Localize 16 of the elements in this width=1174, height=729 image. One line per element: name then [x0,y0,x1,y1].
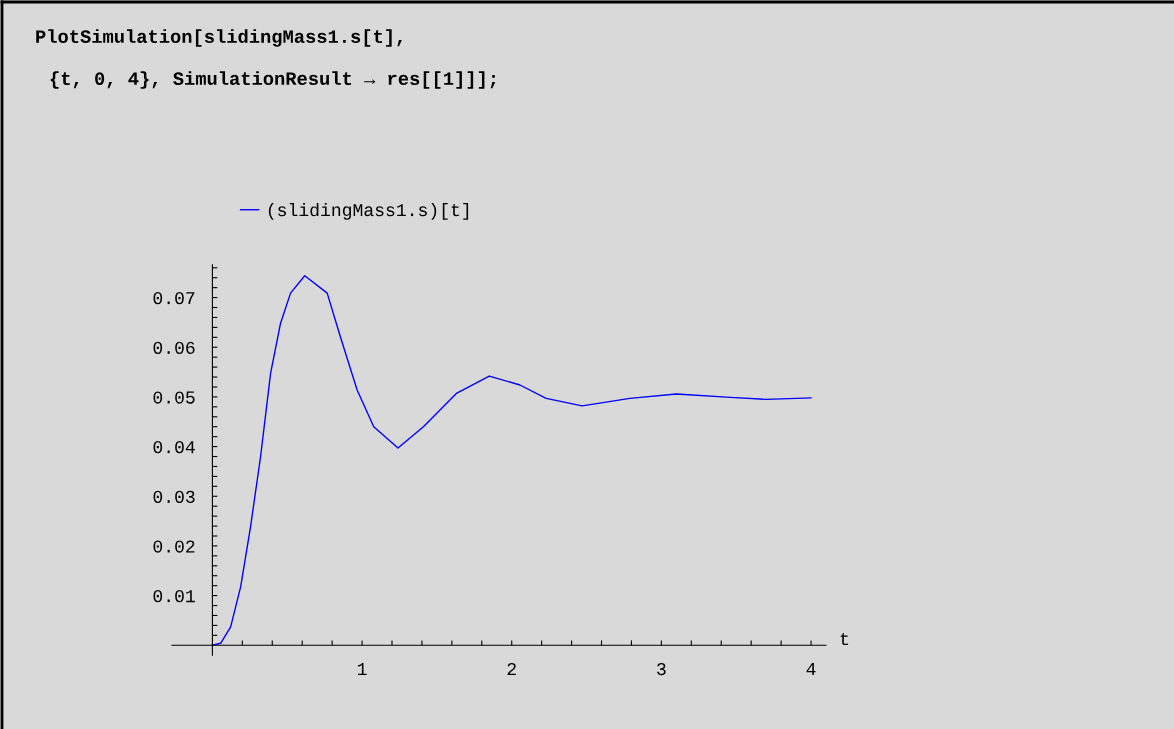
line-series [211,275,812,646]
y-tick-label: 0.06 [153,341,195,354]
x-axis-title: t [840,632,849,646]
y-tick-label: 0.03 [153,490,195,503]
legend-label: (slidingMass1.s)[t] [268,202,469,220]
x-tick-label: 2 [507,662,516,676]
x-tick-label: 4 [806,663,816,676]
y-tick-label: 0.02 [153,540,195,553]
x-tick-label: 1 [357,663,367,676]
y-tick-label: 0.04 [153,441,195,454]
text: PlotSimulation[slidingMass1.s[t], [36,29,402,47]
y-tick-label: 0.01 [153,590,195,603]
y-tick-label: 0.07 [153,292,195,305]
text: {t, 0, 4}, SimulationResult → res[[1]]]; [50,71,496,89]
y-tick-label: 0.05 [153,391,195,404]
x-tick-label: 3 [657,662,666,676]
